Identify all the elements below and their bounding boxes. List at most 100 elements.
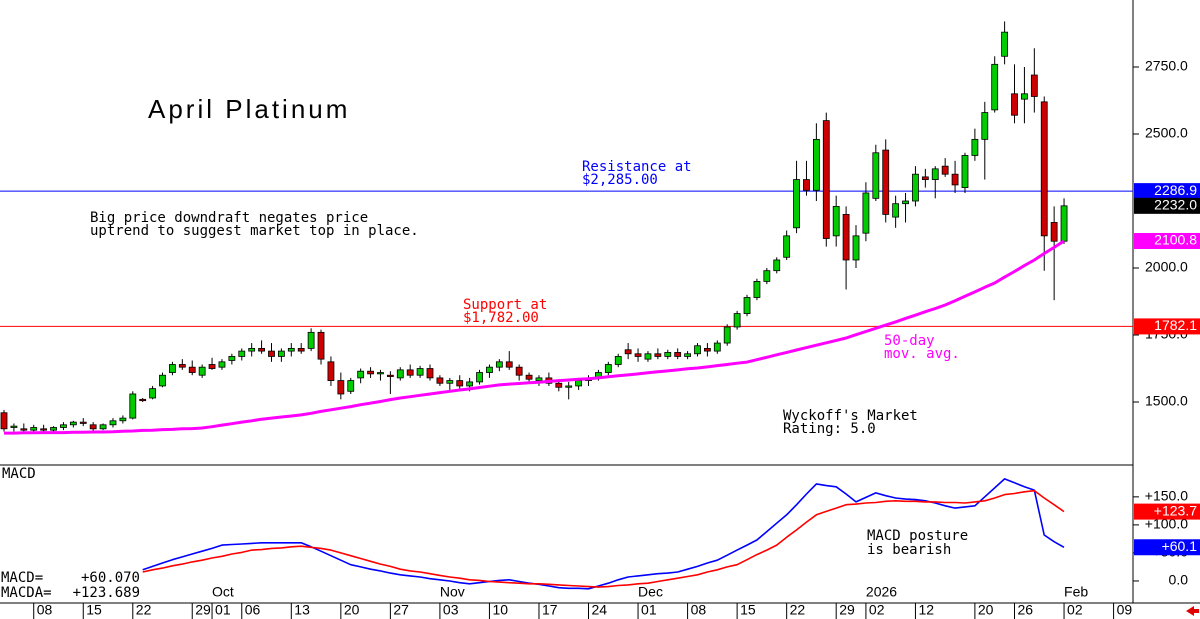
x-tick-label: 20 [978, 602, 994, 618]
candle-body [1050, 222, 1058, 242]
candle-body [406, 369, 414, 376]
scroll-arrow [1186, 606, 1199, 616]
candle-body [10, 425, 18, 428]
candle-body [1011, 93, 1018, 116]
price-badge [1134, 503, 1200, 520]
candle-body [149, 388, 157, 399]
legend-value: +123.689 [73, 585, 140, 601]
candle-body [812, 138, 820, 191]
annotation: Support at [463, 297, 547, 313]
candle-body [753, 281, 761, 298]
candle-body [842, 214, 850, 261]
x-tick-label: 22 [136, 602, 152, 618]
candle-body [674, 352, 682, 357]
x-tick-label: 26 [1018, 602, 1034, 618]
candle-body [773, 259, 781, 272]
candle-body [159, 374, 166, 387]
price-badge [1134, 318, 1200, 335]
candle-body [694, 345, 701, 355]
macd-line [142, 478, 1065, 590]
x-tick-label: 03 [443, 602, 459, 618]
candle-body [139, 398, 147, 402]
candle-body [902, 200, 909, 205]
macd-title: MACD [2, 466, 36, 482]
candle-body [218, 361, 226, 368]
annotation: 50-day [884, 333, 935, 349]
month-label: Nov [440, 584, 465, 600]
candle-body [644, 353, 652, 360]
candle-body [832, 205, 840, 237]
candle-body [713, 342, 721, 352]
price-badge [1134, 183, 1200, 200]
candle-body [69, 421, 77, 426]
candle-body [941, 165, 949, 175]
candle-body [525, 374, 533, 380]
annotation: Resistance at [582, 159, 692, 175]
candle-body [852, 235, 860, 261]
candle-body [436, 377, 444, 384]
candle-body [1001, 31, 1009, 57]
candle-body [555, 382, 563, 388]
candle-body [654, 353, 662, 357]
candle-body [50, 427, 57, 431]
candle-body [565, 385, 573, 388]
candle-body [426, 368, 434, 379]
candle-body [178, 364, 186, 368]
x-tick-label: 06 [245, 602, 261, 618]
annotation: mov. avg. [884, 346, 960, 362]
candle-body [297, 348, 305, 352]
candle-body [396, 369, 404, 379]
annotation: $1,782.00 [463, 310, 539, 326]
candle-body [961, 155, 969, 189]
y-tick-label: 1500.0 [1145, 393, 1188, 409]
macd-line [142, 489, 1065, 588]
candle-body [803, 179, 810, 191]
annotation: uptrend to suggest market top in place. [90, 223, 419, 239]
x-tick-label: 01 [641, 602, 657, 618]
price-badge-label: 2232.0 [1154, 197, 1197, 213]
candle-body [872, 152, 880, 199]
candle-body [248, 348, 256, 352]
candle-body [1021, 93, 1028, 100]
candle-body [20, 428, 28, 431]
y-tick-label: 2000.0 [1145, 259, 1188, 275]
annotation: Big price downdraft negates price [90, 210, 368, 226]
candle-body [743, 297, 751, 314]
candle-body [921, 176, 929, 180]
x-tick-label: 02 [1067, 602, 1083, 618]
candle-body [307, 331, 315, 349]
candle-body [317, 331, 325, 360]
y-tick-label: 2750.0 [1145, 58, 1188, 74]
candle-body [862, 192, 870, 234]
annotation: $2,285.00 [582, 172, 658, 188]
x-tick-label: 08 [37, 602, 53, 618]
candle-body [535, 377, 543, 381]
price-badge [1134, 539, 1200, 556]
annotation: is bearish [867, 542, 951, 558]
legend-value: +60.070 [81, 570, 140, 586]
candle-body [763, 270, 771, 282]
annotation: MACD posture [867, 528, 968, 544]
candle-body [951, 173, 959, 186]
x-tick-label: 08 [691, 602, 707, 618]
candle-body [882, 149, 890, 215]
candle-body [783, 235, 791, 258]
candle-body [337, 380, 345, 395]
candle-body [1030, 74, 1038, 97]
price-badge-label: 2100.8 [1154, 232, 1197, 248]
candle-body [604, 364, 612, 373]
price-badge-label: 1782.1 [1154, 317, 1197, 333]
price-badge-label: +123.7 [1154, 502, 1197, 518]
candle-body [327, 361, 335, 381]
candle-body [446, 380, 454, 384]
candle-body [971, 138, 979, 156]
y-tick-label: 2500.0 [1145, 125, 1188, 141]
x-tick-label: 15 [740, 602, 756, 618]
legend-box [0, 569, 142, 602]
candle-body [79, 421, 87, 424]
candle-body [505, 361, 513, 368]
candle-body [684, 353, 691, 357]
candle-body [119, 417, 127, 422]
